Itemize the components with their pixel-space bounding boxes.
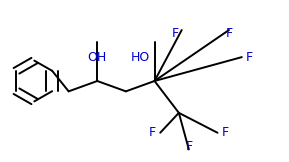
- Text: F: F: [149, 126, 156, 139]
- Text: OH: OH: [88, 51, 107, 64]
- Text: F: F: [185, 140, 192, 153]
- Text: F: F: [172, 27, 179, 40]
- Text: F: F: [222, 126, 229, 139]
- Text: F: F: [246, 51, 253, 64]
- Text: F: F: [225, 27, 232, 40]
- Text: HO: HO: [131, 51, 150, 64]
